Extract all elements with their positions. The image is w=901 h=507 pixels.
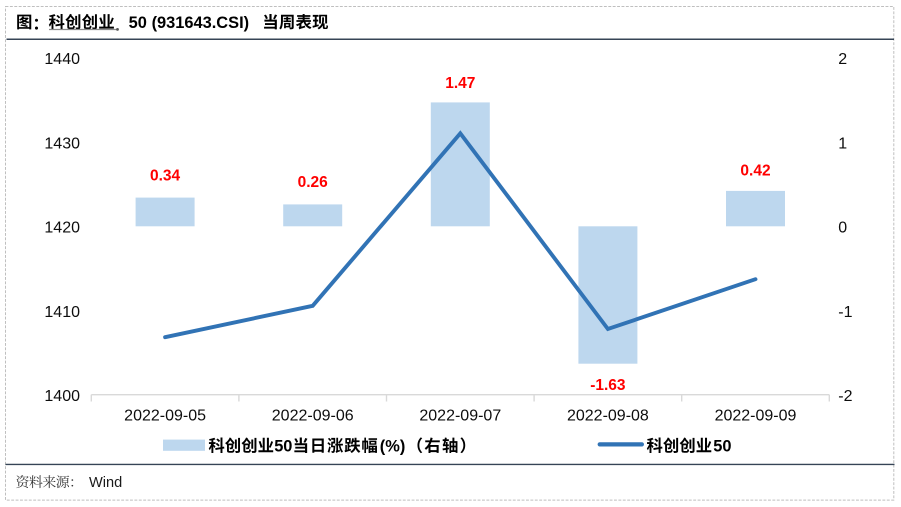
svg-text:2022-09-05: 2022-09-05 bbox=[124, 408, 206, 425]
svg-text:(%): (%) bbox=[380, 438, 406, 456]
svg-text:-1.63: -1.63 bbox=[590, 377, 626, 394]
svg-text:2022-09-06: 2022-09-06 bbox=[272, 408, 354, 425]
svg-text:1400: 1400 bbox=[44, 388, 80, 405]
svg-text:1410: 1410 bbox=[44, 304, 80, 321]
svg-text:0.42: 0.42 bbox=[740, 163, 770, 180]
svg-text:2022-09-07: 2022-09-07 bbox=[419, 408, 501, 425]
svg-text:(931643.CSI): (931643.CSI) bbox=[152, 14, 250, 32]
svg-text:1430: 1430 bbox=[44, 135, 80, 152]
svg-text:1.47: 1.47 bbox=[445, 75, 475, 92]
svg-text:50: 50 bbox=[713, 438, 731, 456]
svg-text:2022-09-09: 2022-09-09 bbox=[715, 408, 797, 425]
svg-text:-1: -1 bbox=[838, 304, 852, 321]
svg-text:0.26: 0.26 bbox=[298, 174, 329, 191]
svg-text:1440: 1440 bbox=[44, 51, 80, 68]
svg-text:-2: -2 bbox=[838, 388, 852, 405]
svg-text:1: 1 bbox=[838, 135, 847, 152]
svg-text:50: 50 bbox=[274, 438, 292, 456]
svg-text:Wind: Wind bbox=[89, 475, 122, 491]
svg-text:0.34: 0.34 bbox=[150, 167, 181, 184]
svg-text:2022-09-08: 2022-09-08 bbox=[567, 408, 649, 425]
svg-text:1420: 1420 bbox=[44, 220, 80, 237]
svg-text:0: 0 bbox=[838, 220, 847, 237]
svg-text:50: 50 bbox=[129, 14, 147, 32]
svg-text:2: 2 bbox=[838, 51, 847, 68]
